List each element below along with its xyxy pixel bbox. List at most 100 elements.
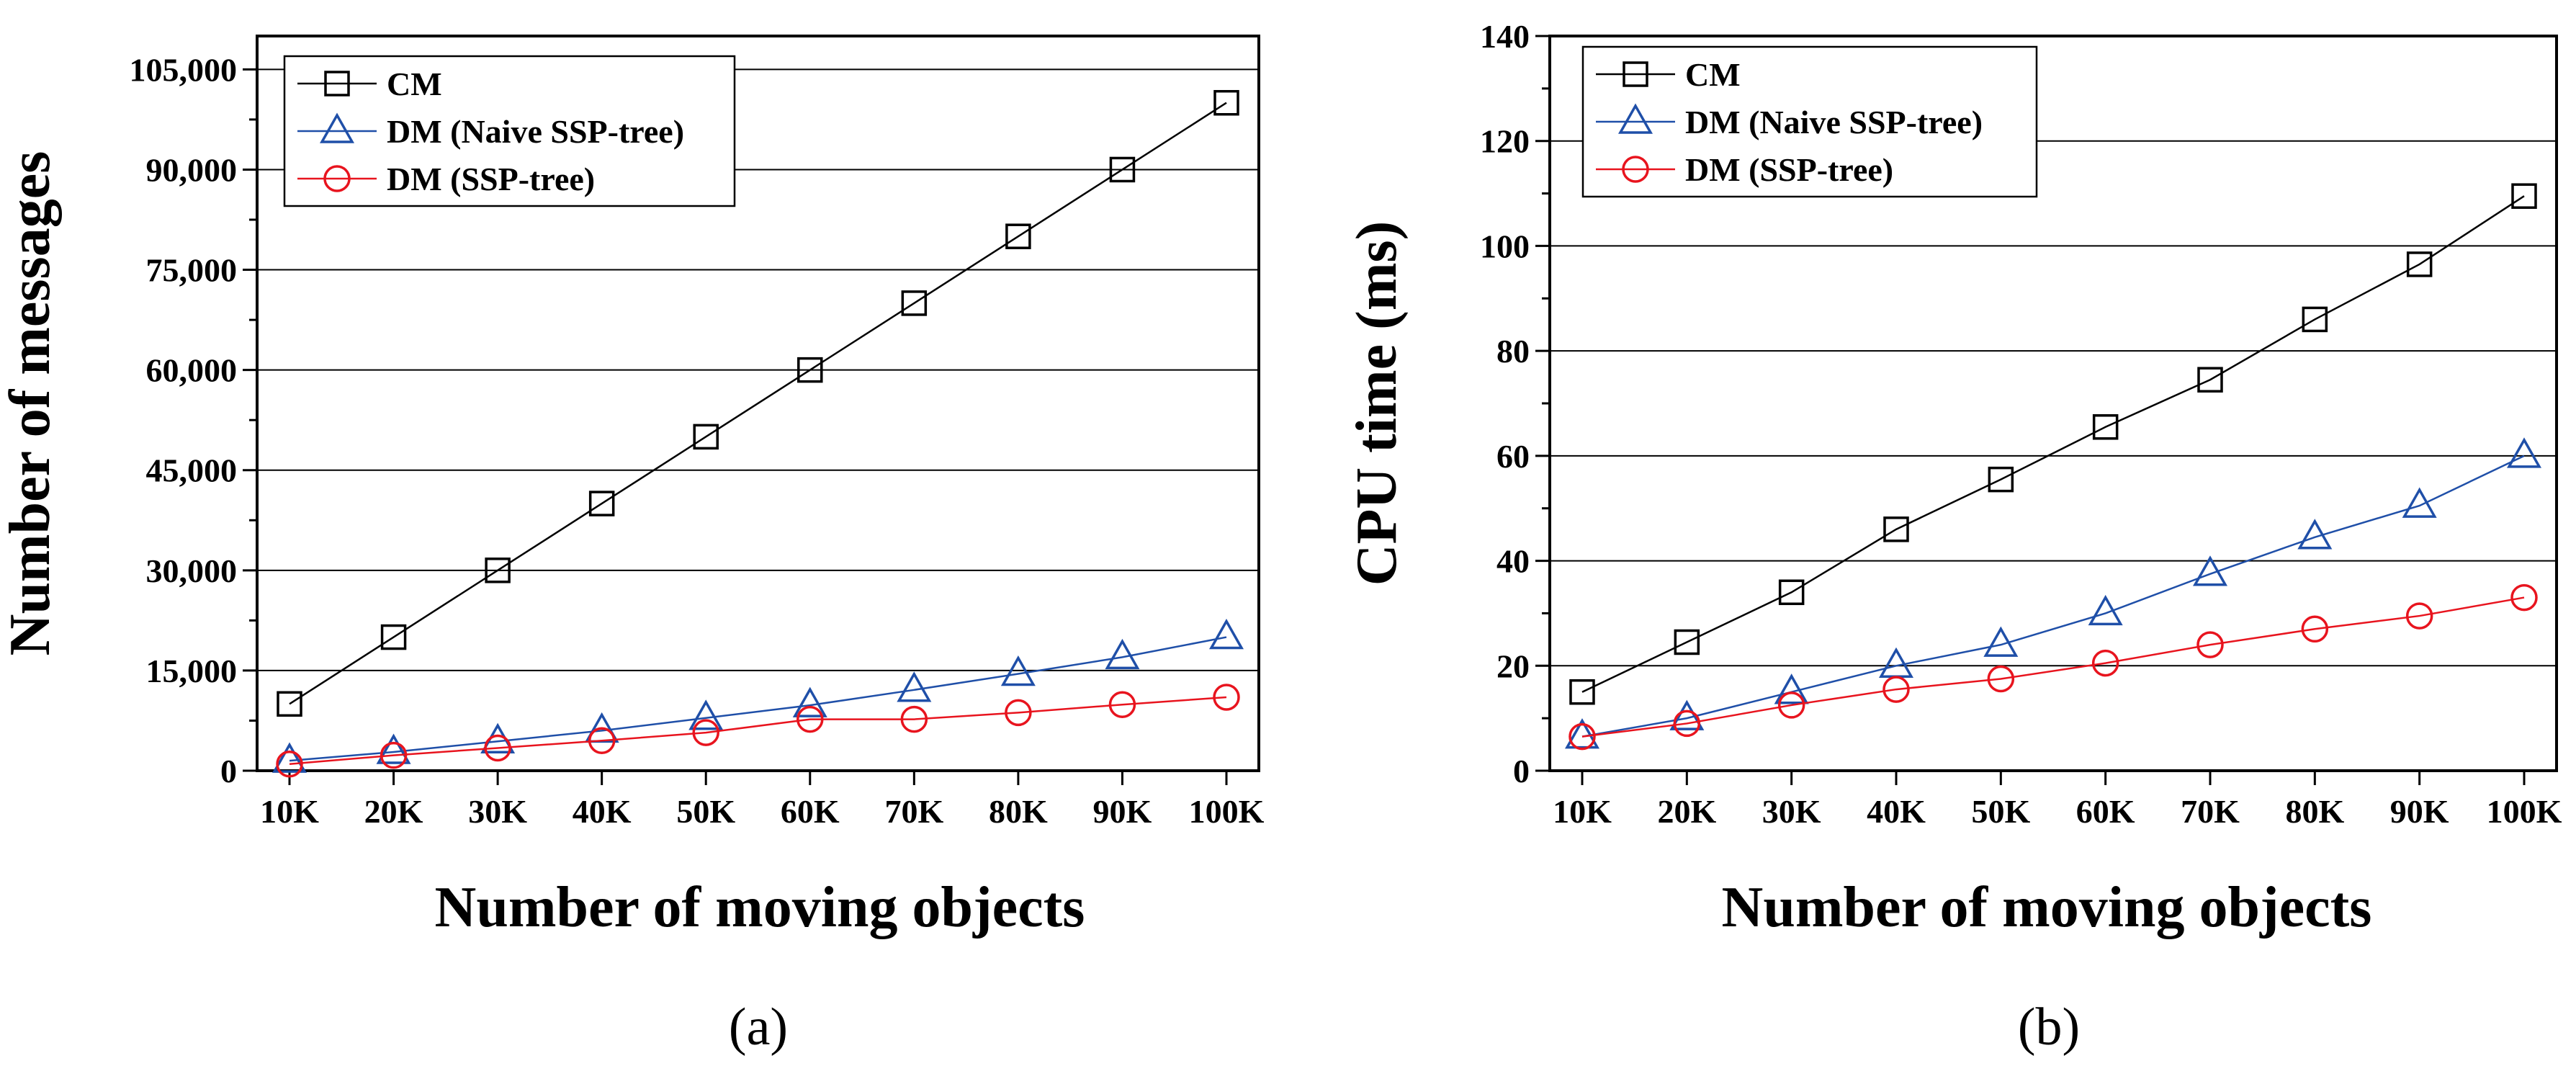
y-tick-label: 120 [1480, 123, 1530, 160]
y-tick-label: 60,000 [146, 352, 238, 389]
legend-marker-cm [324, 71, 350, 97]
data-point-dm-ssp-tree [1213, 684, 1240, 711]
data-point-cm [693, 424, 719, 450]
data-point-dm-naive-ssp-tree [1000, 655, 1036, 686]
x-tick-label: 80K [2285, 793, 2344, 830]
series-line-cm [289, 102, 1227, 705]
data-point-dm-ssp-tree [276, 750, 303, 778]
data-point-cm [2406, 251, 2433, 277]
legend-label: DM (Naive SSP-tree) [1685, 104, 1983, 140]
panel-caption: (a) [729, 998, 788, 1057]
y-tick-label: 60 [1496, 438, 1530, 475]
data-point-dm-ssp-tree [1005, 699, 1032, 727]
data-point-cm [1005, 223, 1031, 249]
y-tick-label: 45,000 [146, 452, 238, 489]
data-point-cm [2302, 306, 2328, 333]
x-tick-label: 20K [364, 793, 423, 830]
series-line-dm-naive-ssp-tree [1581, 455, 2525, 738]
panel-caption: (b) [2018, 998, 2080, 1057]
data-point-dm-naive-ssp-tree [1208, 619, 1244, 650]
data-point-dm-ssp-tree [2091, 649, 2119, 677]
y-tick-label: 80 [1496, 333, 1530, 370]
x-tick-label: 90K [2390, 793, 2449, 830]
data-point-cm [277, 691, 302, 717]
x-axis-title: Number of moving objects [1722, 876, 2372, 939]
legend-label: DM (SSP-tree) [387, 161, 595, 197]
y-tick-label: 90,000 [146, 151, 238, 188]
data-point-cm [1674, 629, 1700, 655]
data-point-cm [485, 558, 511, 583]
data-point-cm [1883, 516, 1909, 542]
y-tick-label: 40 [1496, 543, 1530, 580]
legend-marker-dm-naive-ssp-tree [1617, 103, 1653, 134]
x-tick-label: 40K [573, 793, 632, 830]
data-point-cm [588, 491, 615, 516]
data-point-cm [2511, 183, 2537, 209]
x-tick-label: 90K [1093, 793, 1152, 830]
data-point-dm-naive-ssp-tree [2088, 594, 2123, 626]
y-axis-title: Number of messages [0, 151, 62, 656]
data-point-dm-naive-ssp-tree [1983, 626, 2019, 657]
legend-label: DM (Naive SSP-tree) [387, 113, 684, 150]
data-point-cm [1109, 156, 1136, 183]
data-point-dm-ssp-tree [2301, 615, 2329, 643]
x-tick-label: 10K [260, 793, 319, 830]
legend-marker-dm-ssp-tree [323, 165, 351, 192]
data-point-cm [797, 357, 823, 383]
x-tick-label: 100K [2487, 793, 2562, 830]
data-point-cm [2092, 414, 2119, 440]
data-point-dm-naive-ssp-tree [688, 699, 724, 730]
y-tick-label: 100 [1480, 228, 1530, 264]
data-point-dm-ssp-tree [1673, 709, 1701, 738]
data-point-cm [1569, 679, 1595, 705]
data-point-dm-ssp-tree [380, 741, 408, 769]
legend-label: DM (SSP-tree) [1685, 151, 1893, 188]
data-point-dm-ssp-tree [796, 705, 824, 733]
data-point-dm-ssp-tree [1108, 691, 1136, 718]
data-point-cm [901, 290, 928, 316]
data-point-dm-ssp-tree [588, 727, 616, 755]
data-point-dm-ssp-tree [1882, 676, 1910, 703]
y-tick-label: 0 [1513, 753, 1530, 789]
x-tick-label: 50K [1971, 793, 2030, 830]
data-point-dm-ssp-tree [2196, 631, 2224, 658]
data-point-dm-ssp-tree [484, 734, 511, 762]
y-tick-label: 20 [1496, 648, 1530, 684]
y-tick-label: 140 [1480, 18, 1530, 55]
data-point-dm-naive-ssp-tree [1564, 718, 1600, 749]
legend-marker-cm [1623, 61, 1648, 87]
x-tick-label: 10K [1553, 793, 1612, 830]
x-tick-label: 40K [1867, 793, 1926, 830]
series-line-dm-ssp-tree [289, 696, 1227, 765]
data-point-dm-naive-ssp-tree [897, 671, 932, 702]
data-point-dm-ssp-tree [900, 705, 928, 733]
legend-label: CM [1685, 56, 1741, 93]
data-point-dm-naive-ssp-tree [2297, 519, 2333, 550]
data-point-dm-ssp-tree [1987, 665, 2015, 693]
data-point-cm [380, 624, 407, 650]
x-tick-label: 70K [884, 793, 943, 830]
y-axis-title: CPU time (ms) [1345, 221, 1409, 586]
x-tick-label: 80K [989, 793, 1048, 830]
y-tick-label: 15,000 [146, 653, 238, 689]
y-tick-label: 75,000 [146, 252, 238, 289]
legend-label: CM [387, 66, 442, 102]
data-point-dm-ssp-tree [692, 719, 719, 746]
x-tick-label: 70K [2181, 793, 2240, 830]
x-tick-label: 30K [1762, 793, 1821, 830]
y-tick-label: 30,000 [146, 552, 238, 589]
data-point-dm-ssp-tree [1569, 722, 1596, 751]
data-point-cm [1988, 466, 2014, 493]
data-point-dm-naive-ssp-tree [2506, 437, 2542, 468]
data-point-dm-naive-ssp-tree [376, 733, 411, 764]
series-line-cm [1581, 195, 2525, 693]
x-tick-label: 100K [1189, 793, 1265, 830]
series-line-dm-ssp-tree [1581, 596, 2525, 738]
x-tick-label: 50K [676, 793, 735, 830]
x-tick-label: 60K [781, 793, 840, 830]
legend-marker-dm-ssp-tree [1622, 156, 1649, 183]
data-point-dm-naive-ssp-tree [2402, 487, 2437, 518]
data-point-cm [1778, 579, 1805, 606]
data-point-cm [2197, 367, 2223, 393]
